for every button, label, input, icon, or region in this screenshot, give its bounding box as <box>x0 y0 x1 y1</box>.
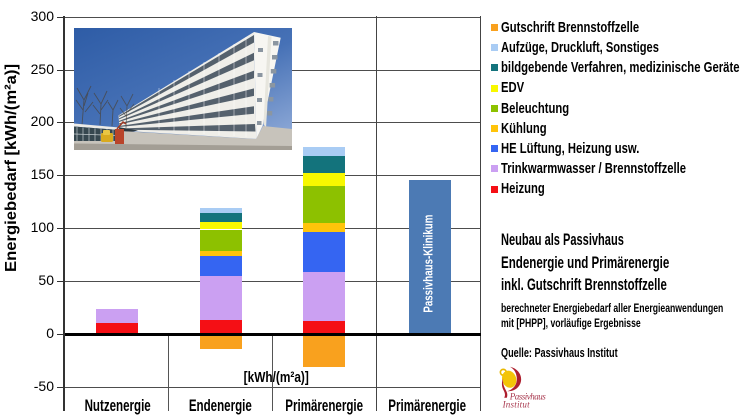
svg-text:Institut: Institut <box>502 400 530 410</box>
svg-text:Passivhaus: Passivhaus <box>509 391 546 401</box>
